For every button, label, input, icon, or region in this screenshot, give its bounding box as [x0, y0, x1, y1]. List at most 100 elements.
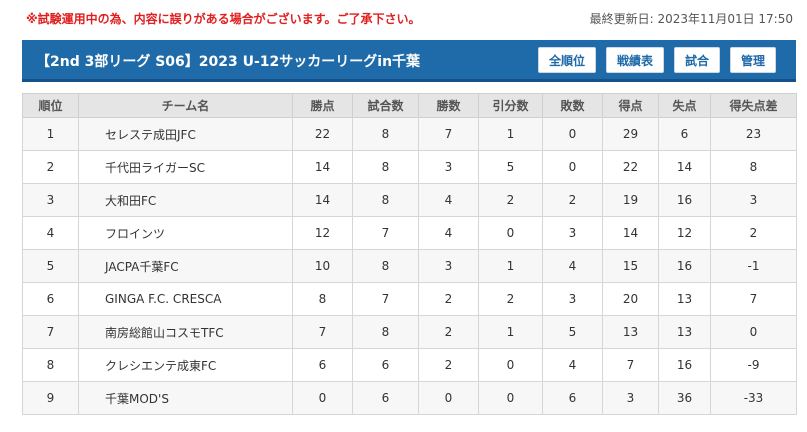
col-draws-cell: 1 [478, 315, 543, 349]
col-rank-cell: 6 [22, 282, 79, 316]
view-buttons: 全順位 戦績表 試合 管理 [537, 47, 776, 73]
col-losses-cell: 0 [542, 117, 603, 151]
col-goals-against-cell: 13 [658, 282, 711, 316]
col-rank-cell: 2 [22, 150, 79, 184]
col-wins-cell: 7 [418, 117, 479, 151]
col-points-cell: 8 [292, 282, 353, 316]
col-team-cell: 南房総館山コスモTFC [78, 315, 293, 349]
col-draws-header: 引分数 [478, 93, 543, 118]
trial-notice: ※試験運用中の為、内容に誤りがある場合がございます。ご了承下さい。 [26, 12, 421, 26]
col-wins-cell: 2 [418, 348, 479, 382]
col-played-cell: 8 [352, 150, 419, 184]
col-goals-against-cell: 36 [658, 381, 711, 415]
matches-button[interactable]: 試合 [673, 47, 720, 73]
col-team-cell: フロインツ [78, 216, 293, 250]
col-goal-diff-cell: 23 [710, 117, 797, 151]
col-wins-cell: 4 [418, 216, 479, 250]
col-points-cell: 14 [292, 150, 353, 184]
col-wins-cell: 3 [418, 150, 479, 184]
col-wins-cell: 4 [418, 183, 479, 217]
col-played-cell: 8 [352, 249, 419, 283]
col-rank-cell: 5 [22, 249, 79, 283]
col-losses-cell: 3 [542, 216, 603, 250]
col-points-header: 勝点 [292, 93, 353, 118]
table-row: 4 フロインツ 12 7 4 0 3 14 12 2 [22, 216, 797, 250]
col-team-cell: GINGA F.C. CRESCA [78, 282, 293, 316]
table-row: 6 GINGA F.C. CRESCA 8 7 2 2 3 20 13 7 [22, 282, 797, 316]
col-goals-against-header: 失点 [658, 93, 711, 118]
table-row: 2 千代田ライガーSC 14 8 3 5 0 22 14 8 [22, 150, 797, 184]
table-row: 1 セレステ成田JFC 22 8 7 1 0 29 6 23 [22, 117, 797, 151]
results-table-button[interactable]: 戦績表 [605, 47, 664, 73]
col-played-cell: 7 [352, 282, 419, 316]
table-row: 7 南房総館山コスモTFC 7 8 2 1 5 13 13 0 [22, 315, 797, 349]
col-goals-for-cell: 15 [602, 249, 659, 283]
admin-button[interactable]: 管理 [729, 47, 776, 73]
col-losses-cell: 4 [542, 249, 603, 283]
league-title: 【2nd 3部リーグ S06】2023 U-12サッカーリーグin千葉 [36, 54, 421, 70]
col-goals-against-cell: 12 [658, 216, 711, 250]
col-team-cell: セレステ成田JFC [78, 117, 293, 151]
col-losses-cell: 0 [542, 150, 603, 184]
col-rank-cell: 3 [22, 183, 79, 217]
col-draws-cell: 2 [478, 282, 543, 316]
col-played-cell: 8 [352, 315, 419, 349]
col-goal-diff-cell: 3 [710, 183, 797, 217]
col-goals-against-cell: 14 [658, 150, 711, 184]
league-title-bar: 【2nd 3部リーグ S06】2023 U-12サッカーリーグin千葉 全順位 … [22, 40, 796, 82]
col-played-cell: 8 [352, 117, 419, 151]
col-points-cell: 22 [292, 117, 353, 151]
col-goal-diff-cell: 0 [710, 315, 797, 349]
col-wins-header: 勝数 [418, 93, 479, 118]
col-losses-cell: 6 [542, 381, 603, 415]
col-draws-cell: 5 [478, 150, 543, 184]
col-goals-against-cell: 6 [658, 117, 711, 151]
col-goals-for-cell: 3 [602, 381, 659, 415]
standings-table: 順位 チーム名 勝点 試合数 勝数 引分数 敗数 得点 失点 得失点差 1 セレステ成田JFC 22 8… [22, 93, 797, 415]
col-team-cell: JACPA千葉FC [78, 249, 293, 283]
col-points-cell: 10 [292, 249, 353, 283]
col-goals-for-cell: 7 [602, 348, 659, 382]
col-draws-cell: 1 [478, 117, 543, 151]
col-points-cell: 6 [292, 348, 353, 382]
col-goal-diff-cell: 7 [710, 282, 797, 316]
col-played-header: 試合数 [352, 93, 419, 118]
col-team-cell: 大和田FC [78, 183, 293, 217]
col-points-cell: 14 [292, 183, 353, 217]
col-goals-for-cell: 13 [602, 315, 659, 349]
col-goals-against-cell: 16 [658, 348, 711, 382]
col-rank-cell: 9 [22, 381, 79, 415]
col-goals-for-cell: 14 [602, 216, 659, 250]
col-wins-cell: 2 [418, 315, 479, 349]
col-losses-header: 敗数 [542, 93, 603, 118]
table-row: 9 千葉MOD'S 0 6 0 0 6 3 36 -33 [22, 381, 797, 415]
col-rank-header: 順位 [22, 93, 79, 118]
col-rank-cell: 4 [22, 216, 79, 250]
col-goals-for-header: 得点 [602, 93, 659, 118]
col-team-cell: 千代田ライガーSC [78, 150, 293, 184]
col-played-cell: 6 [352, 381, 419, 415]
table-row: 5 JACPA千葉FC 10 8 3 1 4 15 16 -1 [22, 249, 797, 283]
last-updated: 最終更新日: 2023年11月01日 17:50 [589, 12, 793, 26]
all-rank-button[interactable]: 全順位 [537, 47, 596, 73]
col-draws-cell: 1 [478, 249, 543, 283]
col-wins-cell: 3 [418, 249, 479, 283]
col-played-cell: 6 [352, 348, 419, 382]
col-goals-against-cell: 13 [658, 315, 711, 349]
col-draws-cell: 0 [478, 381, 543, 415]
col-goal-diff-cell: -9 [710, 348, 797, 382]
col-team-header: チーム名 [78, 93, 293, 118]
col-draws-cell: 2 [478, 183, 543, 217]
col-goals-for-cell: 29 [602, 117, 659, 151]
col-losses-cell: 3 [542, 282, 603, 316]
col-rank-cell: 8 [22, 348, 79, 382]
col-played-cell: 7 [352, 216, 419, 250]
col-losses-cell: 4 [542, 348, 603, 382]
table-body: 1 セレステ成田JFC 22 8 7 1 0 29 6 23 2 千代田ライガーSC 14 8 3 5 0 22 1… [22, 117, 797, 415]
col-goal-diff-cell: 2 [710, 216, 797, 250]
col-goal-diff-cell: 8 [710, 150, 797, 184]
col-draws-cell: 0 [478, 216, 543, 250]
col-goals-for-cell: 22 [602, 150, 659, 184]
col-points-cell: 12 [292, 216, 353, 250]
col-rank-cell: 1 [22, 117, 79, 151]
